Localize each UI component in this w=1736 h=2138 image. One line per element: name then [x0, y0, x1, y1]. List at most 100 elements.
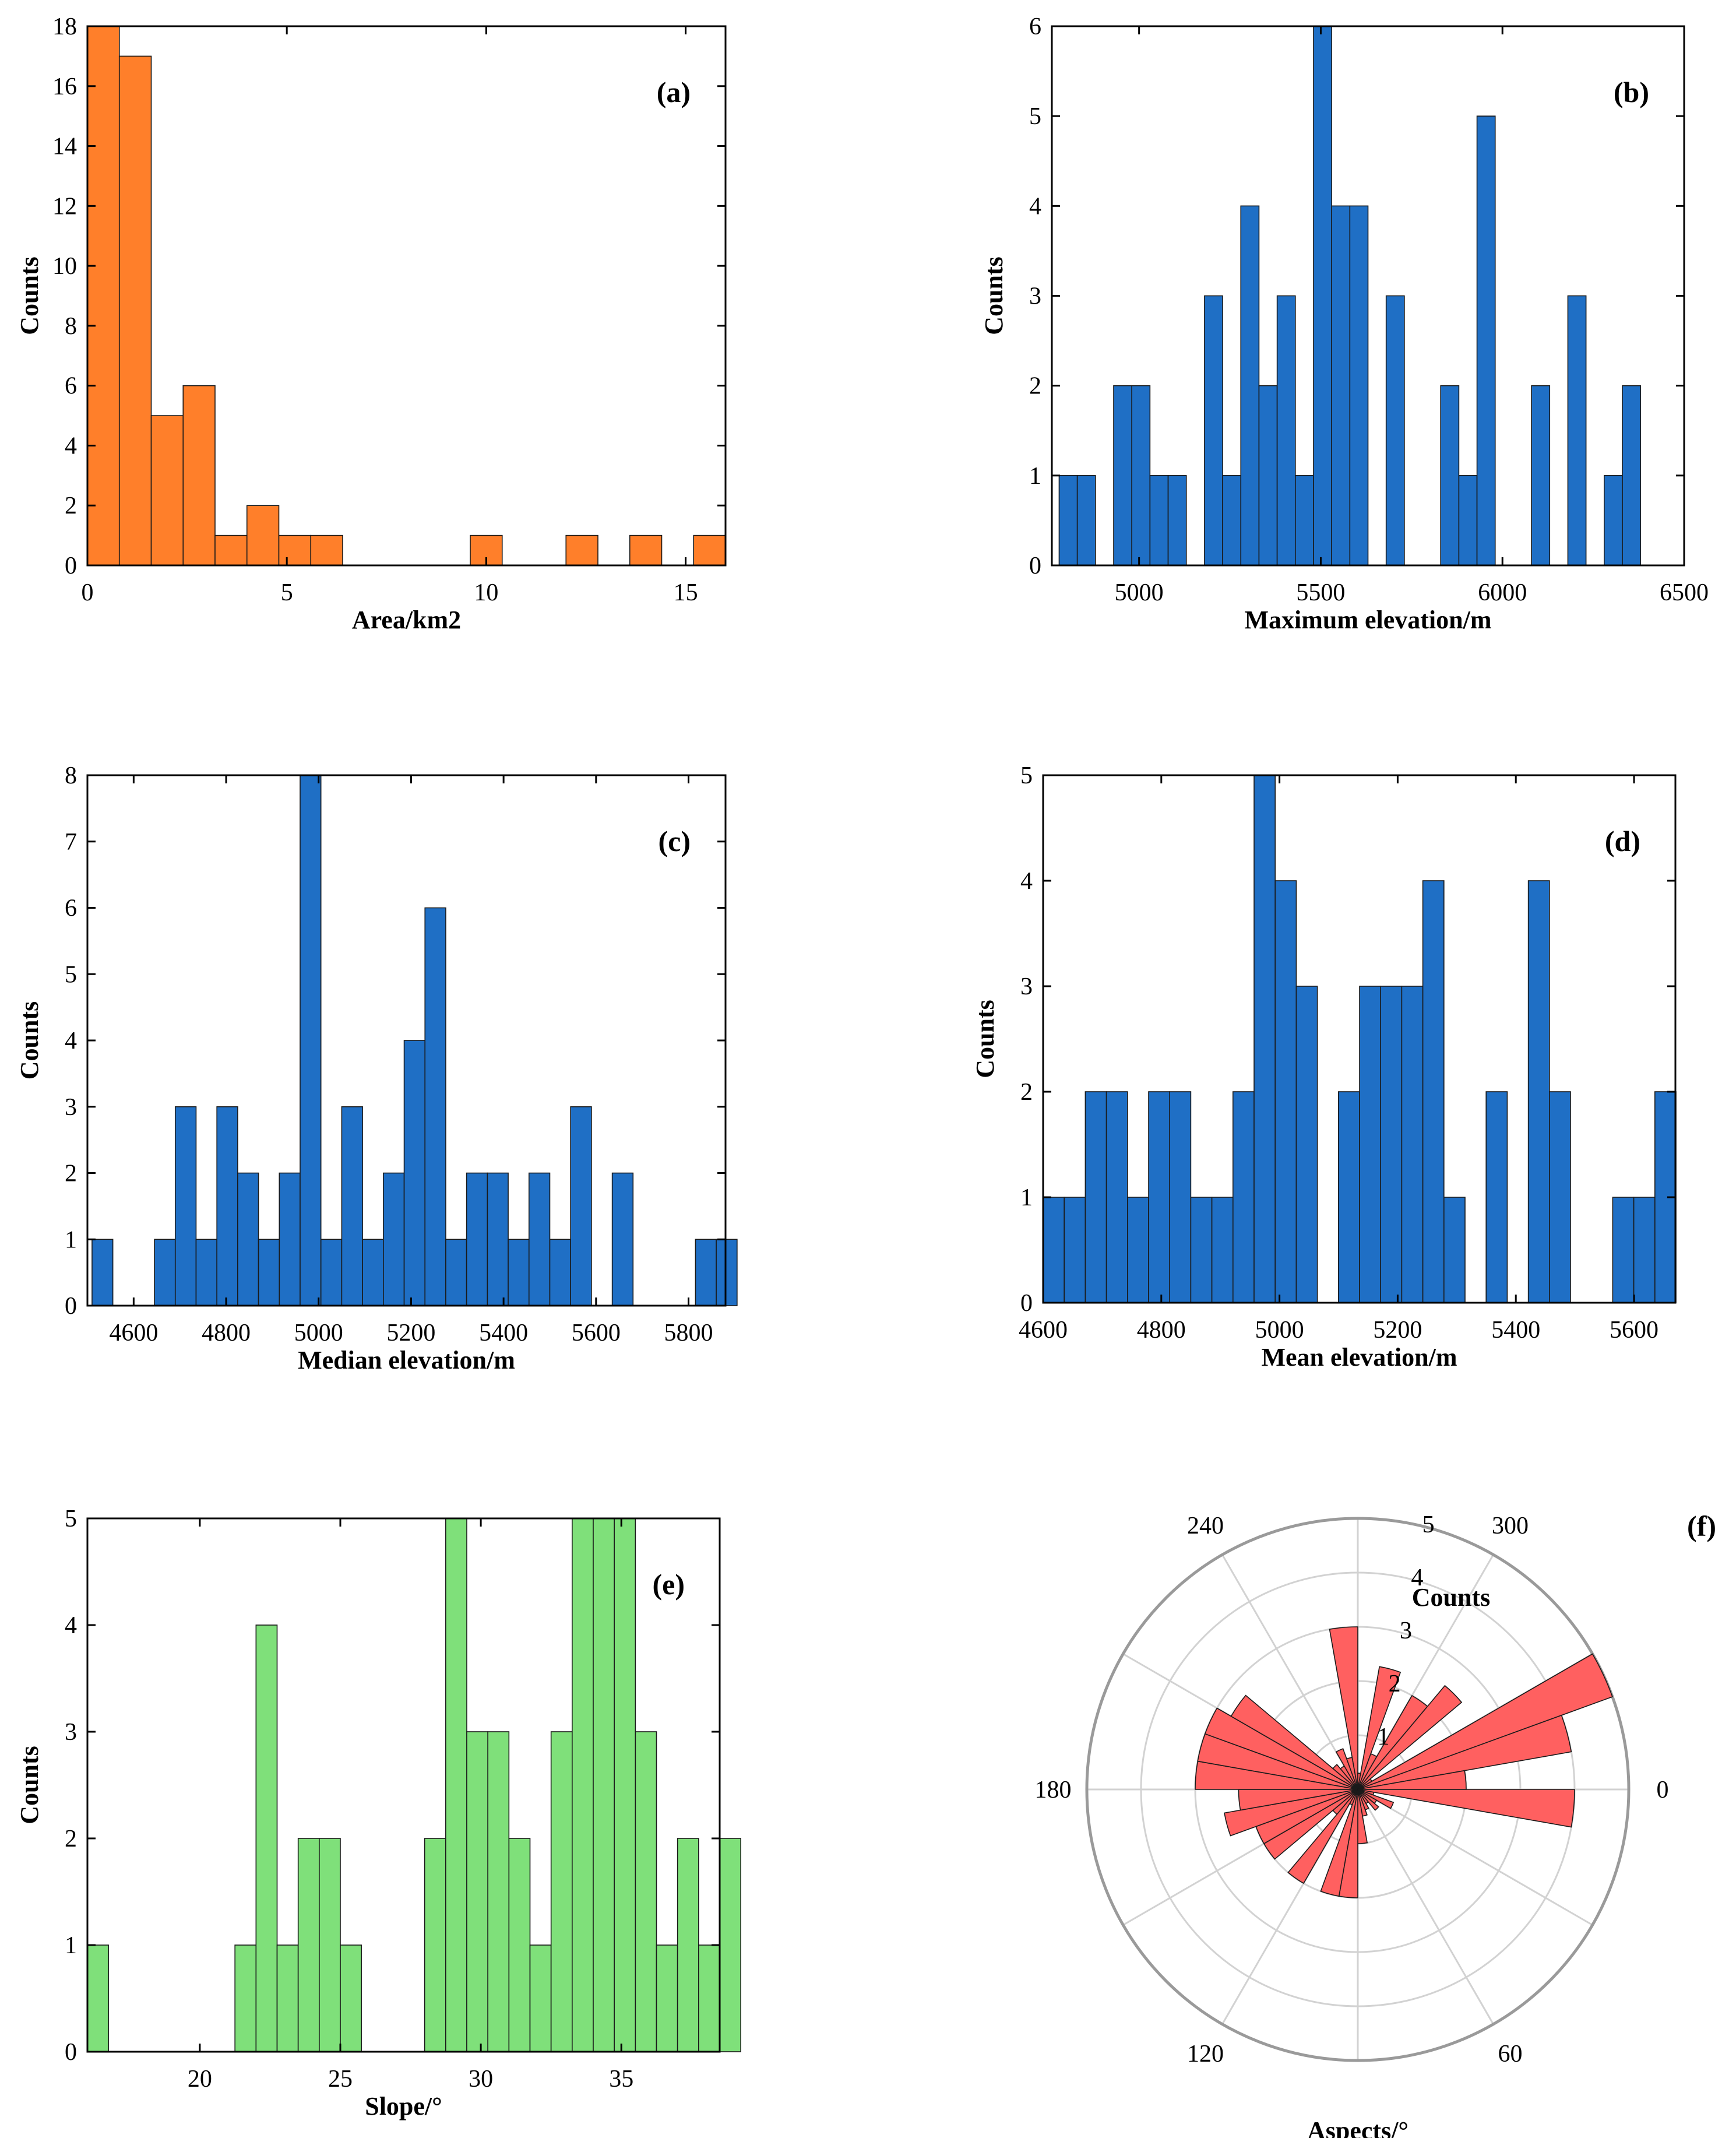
bar [635, 1731, 657, 2052]
bar [237, 1172, 259, 1306]
bar [362, 1239, 384, 1306]
x-tick-label: 5200 [386, 1320, 435, 1346]
polar-ring [1085, 1517, 1631, 2062]
bar [1148, 1091, 1171, 1303]
bar [1527, 880, 1550, 1303]
bar [1127, 1197, 1149, 1303]
bar [300, 775, 322, 1306]
bar [550, 1731, 573, 2052]
y-tick-label: 5 [1020, 762, 1033, 789]
polar-bar [1332, 1764, 1358, 1790]
bar [1458, 475, 1478, 566]
polar-gridline [1357, 1789, 1494, 2025]
bar [1276, 295, 1296, 566]
bar [1401, 986, 1424, 1303]
x-tick-label: 20 [188, 2066, 212, 2093]
bar [1064, 1197, 1086, 1303]
bar [1149, 475, 1169, 566]
bar [1443, 1197, 1466, 1303]
x-axis-label: Mean elevation/m [1261, 1343, 1457, 1372]
bar [1476, 115, 1496, 566]
x-axis-label: Median elevation/m [298, 1346, 515, 1374]
bar [276, 1944, 299, 2052]
y-tick-label: 2 [65, 1826, 77, 1852]
polar-bar [1329, 1626, 1358, 1790]
x-tick-label: 4800 [202, 1320, 251, 1346]
r-tick-label: 5 [1422, 1511, 1435, 1538]
panel-a: 0 5 10 15 0 2 4 6 8 10 12 14 16 18 Area/km2 Counts (a) [15, 13, 727, 634]
axes-frame [86, 1517, 721, 2053]
panel-c: 4600 4800 5000 5200 5400 5600 5800 0 1 2 3 4 5 6 7 8 Med… [15, 762, 738, 1374]
polar-bar [1357, 1770, 1467, 1790]
bar [1295, 986, 1318, 1303]
y-tick-label: 0 [65, 1293, 77, 1320]
bar [1222, 475, 1242, 566]
y-tick-label: 8 [65, 762, 77, 789]
x-tick-label: 15 [674, 579, 698, 606]
bar [1422, 880, 1445, 1303]
y-tick-label: 18 [52, 13, 77, 40]
bar [1233, 1091, 1255, 1303]
bar [154, 1239, 176, 1306]
bar [341, 1106, 363, 1306]
bar [118, 55, 152, 566]
x-tick-label: 35 [609, 2066, 633, 2093]
bar [677, 1838, 699, 2052]
y-tick-label: 5 [65, 1506, 77, 1532]
bar [195, 1239, 217, 1306]
y-tick-label: 0 [65, 2039, 77, 2066]
y-tick-label: 16 [52, 73, 77, 100]
polar-bar [1320, 1789, 1358, 1897]
polar-gridline [1221, 1554, 1359, 1790]
bar [1105, 1091, 1128, 1303]
bar [698, 1944, 720, 2052]
y-tick-label: 4 [1020, 868, 1033, 895]
bar [297, 1838, 320, 2052]
bar [565, 534, 598, 566]
bar [403, 1040, 426, 1306]
y-tick-label: 6 [65, 895, 77, 922]
y-tick-label: 2 [1029, 373, 1041, 400]
bar [466, 1731, 488, 2052]
x-tick-label: 5500 [1296, 579, 1345, 606]
bar [319, 1838, 341, 2052]
bar [216, 1106, 238, 1306]
bar [258, 1239, 280, 1306]
polar-bar [1357, 1666, 1402, 1790]
polar-bar [1357, 1653, 1613, 1790]
y-tick-label: 3 [65, 1094, 77, 1121]
bar [91, 1239, 114, 1306]
y-tick-label: 1 [1029, 463, 1041, 490]
y-tick-label: 6 [1029, 13, 1041, 40]
y-tick-label: 7 [65, 829, 77, 856]
bar [214, 534, 248, 566]
bar [1274, 880, 1297, 1303]
bar [1204, 295, 1223, 566]
bar [87, 26, 120, 566]
y-tick-label: 12 [52, 193, 77, 220]
bar [549, 1239, 571, 1306]
bar [528, 1172, 551, 1306]
theta-tick-label: 180 [1035, 1777, 1072, 1803]
bar [487, 1731, 510, 2052]
x-tick-label: 5 [281, 579, 293, 606]
polar-bar [1357, 1789, 1379, 1811]
y-axis-label: Counts [971, 1000, 999, 1078]
axes-frame [1042, 774, 1677, 1304]
panel-f: 0 60 120 180 240 300 1 2 3 4 5 Counts Aspects/° (f) [1035, 1510, 1717, 2138]
bar [424, 1838, 446, 2052]
x-tick-label: 4800 [1137, 1317, 1186, 1344]
y-tick-label: 1 [1020, 1184, 1033, 1211]
bar [182, 385, 216, 566]
panel-label: (c) [659, 825, 691, 857]
bar [1076, 475, 1096, 566]
y-tick-label: 4 [65, 1028, 77, 1054]
panel-label: (f) [1687, 1510, 1716, 1542]
bar [1313, 26, 1332, 566]
bar [424, 907, 446, 1306]
bar [1258, 385, 1278, 566]
r-tick-label: 2 [1389, 1671, 1401, 1697]
y-axis-label: Counts [15, 1001, 44, 1080]
y-tick-label: 2 [65, 493, 77, 519]
theta-tick-label: 60 [1498, 2041, 1523, 2067]
